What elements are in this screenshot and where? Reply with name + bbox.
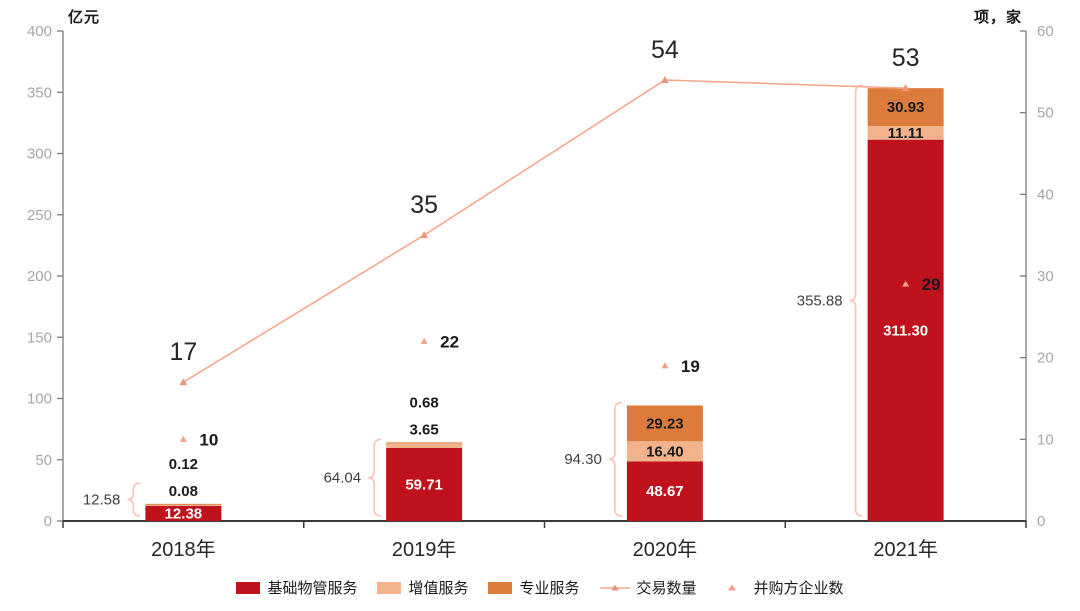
y-axis-right: 0 10 20 30 40 50 60 (1020, 23, 1054, 530)
total-brace (368, 438, 382, 517)
right-axis-tick-label: 50 (1037, 105, 1054, 122)
bar-value-label: 11.11 (888, 125, 924, 142)
bar-value-label: 59.71 (405, 476, 443, 493)
bar-segment-增值服务 (867, 126, 944, 140)
bar-value-label: 12.38 (165, 505, 203, 522)
bar-labels: 12.38 0.08 0.12 59.71 3.65 0.68 48.67 16.40 29.2… (165, 99, 929, 522)
scatter-marker (902, 280, 910, 287)
y-axis-left: 0 50 100 150 200 250 300 350 400 (27, 23, 64, 530)
scatter-marker (420, 337, 428, 344)
legend-swatch-scatter (727, 584, 736, 590)
total-brace (127, 482, 141, 517)
total-brace (849, 84, 863, 517)
line-value-label: 54 (651, 36, 679, 64)
bar-value-label: 48.67 (646, 483, 684, 500)
left-axis-tick-label: 150 (27, 329, 52, 346)
bar-segment-基础物管服务 (386, 447, 463, 521)
x-axis-category-label: 2018年 (151, 538, 216, 561)
x-axis-category-label: 2020年 (633, 538, 698, 561)
stack-total-label: 64.04 (324, 470, 362, 487)
bar-value-label: 0.12 (169, 456, 198, 473)
right-axis-tick-label: 0 (1037, 513, 1045, 530)
left-axis-title: 亿元 (68, 9, 101, 26)
line-value-label: 17 (169, 338, 197, 366)
bar-segment-专业服务 (386, 442, 463, 444)
stack-total-label: 12.58 (83, 492, 121, 509)
legend-item-并购方企业数: 并购方企业数 (717, 577, 844, 598)
scatter-series-并购方企业数: 10 22 19 29 (179, 275, 941, 449)
left-axis-tick-label: 50 (35, 452, 52, 469)
legend-item-基础物管服务: 基础物管服务 (236, 577, 357, 598)
total-braces: 12.58 64.04 94.30 355.88 (83, 84, 863, 517)
bar-segment-专业服务 (145, 503, 222, 505)
stack-total-label: 355.88 (797, 293, 843, 310)
x-axis-category-label: 2019年 (392, 538, 457, 561)
bar-segment-基础物管服务 (145, 505, 222, 521)
scatter-value-label: 29 (922, 275, 941, 294)
scatter-value-label: 19 (681, 357, 700, 376)
legend-swatch-bar (377, 581, 402, 594)
bar-segment-专业服务 (626, 405, 703, 442)
legend-label: 并购方企业数 (753, 580, 844, 597)
bar-value-label: 0.68 (410, 394, 439, 411)
legend-label: 交易数量 (636, 580, 697, 597)
legend-item-交易数量: 交易数量 (599, 577, 697, 598)
legend: 基础物管服务 增值服务 专业服务 交易数量 并购方企业数 (0, 577, 1080, 598)
bar-value-label: 0.08 (169, 483, 198, 500)
line-marker (420, 231, 429, 239)
line-marker (660, 76, 669, 83)
line-value-label: 53 (892, 44, 920, 72)
line-marker (901, 84, 910, 92)
legend-swatch-line (599, 584, 630, 590)
right-axis-tick-label: 30 (1037, 268, 1054, 285)
bar-segment-增值服务 (145, 504, 222, 506)
bar-value-label: 3.65 (410, 421, 439, 438)
stack-total-label: 94.30 (564, 451, 602, 468)
legend-swatch-bar (488, 581, 513, 594)
bar-value-label: 16.40 (646, 443, 684, 460)
bar-segment-基础物管服务 (867, 139, 944, 521)
line-marker (179, 378, 188, 386)
right-axis-title: 项，家 (973, 9, 1022, 26)
right-axis-tick-label: 60 (1037, 23, 1054, 40)
legend-label: 基础物管服务 (267, 580, 358, 597)
bar-segment-增值服务 (626, 441, 703, 462)
left-axis-tick-label: 200 (27, 268, 52, 285)
left-axis-tick-label: 350 (27, 84, 52, 101)
scatter-marker (661, 362, 669, 369)
x-axis: 2018年 2019年 2020年 2021年 (62, 520, 1027, 561)
bar-segment-专业服务 (867, 88, 944, 127)
line-series-交易数量: 17 35 54 53 (169, 36, 920, 386)
scatter-marker (179, 435, 187, 442)
right-axis-tick-label: 10 (1037, 431, 1054, 448)
left-axis-tick-label: 250 (27, 207, 52, 224)
bar-value-label: 29.23 (646, 415, 684, 432)
left-axis-tick-label: 300 (27, 146, 52, 163)
legend-label: 增值服务 (408, 580, 469, 597)
bar-value-label: 30.93 (887, 99, 925, 116)
x-axis-category-label: 2021年 (873, 538, 938, 561)
total-brace (608, 401, 622, 517)
right-axis-tick-label: 20 (1037, 350, 1054, 367)
bars (145, 88, 944, 521)
left-axis-tick-label: 100 (27, 391, 52, 408)
legend-item-专业服务: 专业服务 (488, 577, 580, 598)
legend-item-增值服务: 增值服务 (377, 577, 468, 598)
scatter-value-label: 22 (440, 332, 459, 351)
legend-label: 专业服务 (519, 580, 580, 597)
bar-segment-基础物管服务 (626, 461, 703, 521)
legend-swatch-bar (236, 581, 261, 594)
scatter-value-label: 10 (199, 430, 218, 449)
bar-value-label: 311.30 (883, 322, 928, 339)
bar-segment-增值服务 (386, 443, 463, 448)
left-axis-tick-label: 0 (44, 513, 52, 530)
left-axis-tick-label: 400 (27, 23, 52, 40)
line-value-label: 35 (410, 191, 438, 219)
right-axis-tick-label: 40 (1037, 186, 1054, 203)
